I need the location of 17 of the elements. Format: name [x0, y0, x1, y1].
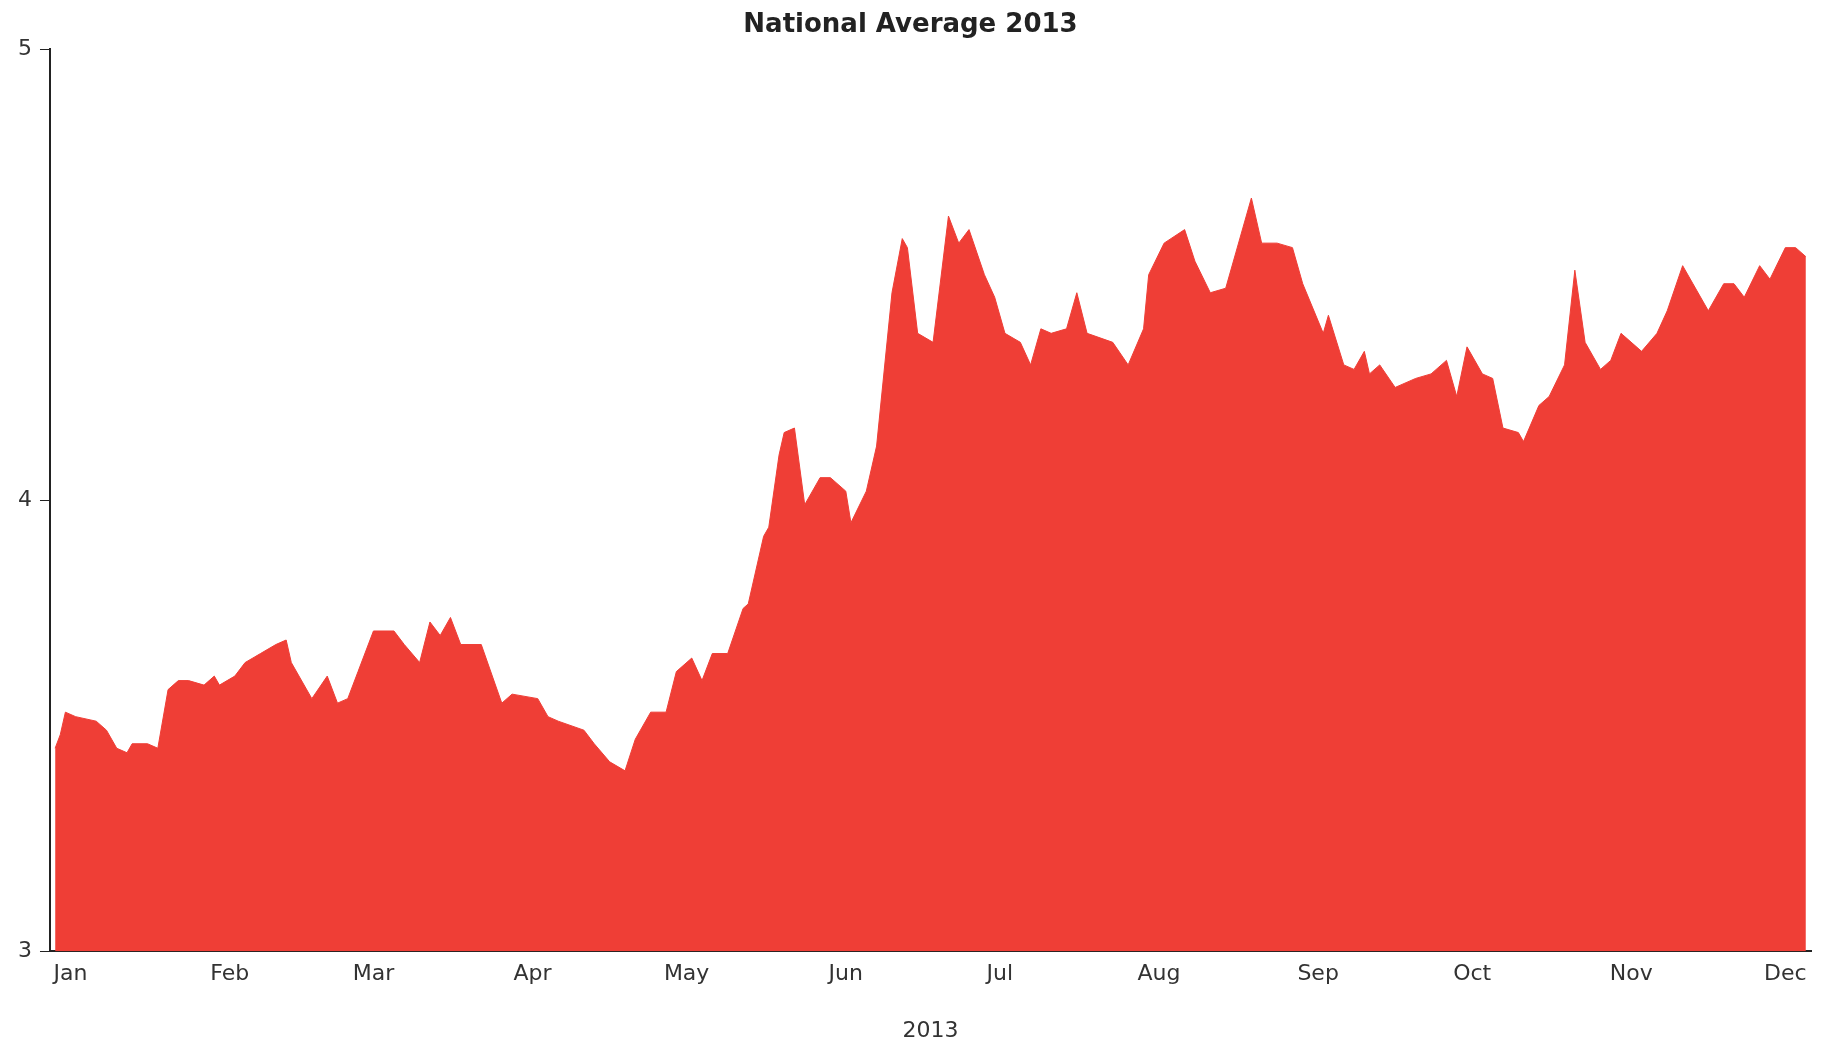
y-tick-label: 5 [18, 34, 32, 60]
x-tick-label: Aug [1137, 960, 1181, 986]
chart-title: National Average 2013 [743, 8, 1078, 39]
x-tick-label: Jul [984, 960, 1014, 986]
x-tick-label: Sep [1297, 960, 1339, 986]
x-tick-label: Apr [513, 960, 553, 986]
y-tick-label: 3 [18, 936, 32, 962]
x-tick-label: Feb [210, 960, 250, 986]
x-tick-label: May [663, 960, 710, 986]
x-tick-label: Dec [1764, 960, 1807, 986]
y-tick-label: 4 [18, 485, 32, 511]
x-tick-label: Jun [826, 960, 863, 986]
x-axis-title: 2013 [902, 1016, 959, 1042]
x-tick-label: Nov [1609, 960, 1653, 986]
x-tick-label: Jan [51, 960, 88, 986]
x-tick-label: Mar [352, 960, 396, 986]
x-tick-label: Oct [1453, 960, 1492, 986]
